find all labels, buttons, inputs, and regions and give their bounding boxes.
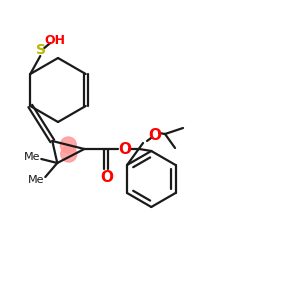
Circle shape [60, 137, 76, 153]
Text: Me: Me [24, 152, 40, 162]
Text: O: O [100, 169, 113, 184]
Circle shape [61, 146, 77, 162]
Text: OH: OH [45, 34, 66, 46]
Text: Me: Me [28, 175, 44, 185]
Text: O: O [118, 142, 131, 157]
Text: O: O [148, 128, 161, 142]
Text: S: S [36, 43, 46, 57]
